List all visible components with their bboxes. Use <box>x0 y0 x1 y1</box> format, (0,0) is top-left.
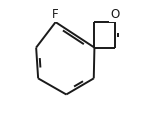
Text: F: F <box>52 8 59 21</box>
Text: O: O <box>111 8 120 21</box>
